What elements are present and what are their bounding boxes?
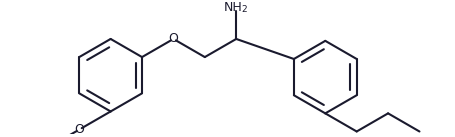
Text: 2: 2 <box>242 5 247 14</box>
Text: O: O <box>74 123 84 136</box>
Text: O: O <box>168 32 178 45</box>
Text: NH: NH <box>224 1 243 14</box>
